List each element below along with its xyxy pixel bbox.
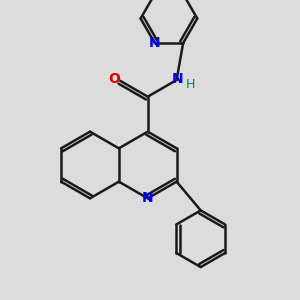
Text: O: O bbox=[109, 72, 120, 86]
Text: N: N bbox=[149, 36, 160, 50]
Text: H: H bbox=[186, 78, 196, 91]
Text: N: N bbox=[172, 72, 183, 86]
Text: N: N bbox=[142, 191, 154, 205]
